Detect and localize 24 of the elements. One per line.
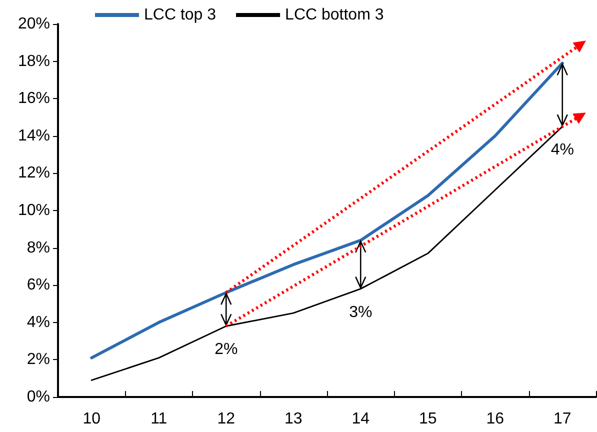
x-tick-label: 10 [82,410,101,428]
annotation: 3% [349,304,372,321]
x-tick-label: 11 [150,410,168,428]
x-tick-label: 14 [352,410,370,428]
y-tick-label: 2% [26,351,50,368]
y-tick-label: 12% [18,164,50,182]
y-tick-label: 14% [18,127,50,144]
legend-label: LCC top 3 [144,6,216,24]
x-tick-label: 13 [284,410,302,428]
x-tick-label: 15 [418,410,437,428]
x-tick-label: 16 [486,410,504,428]
x-tick-label: 12 [217,410,236,428]
y-tick-label: 18% [18,52,50,70]
y-tick-label: 8% [26,239,50,256]
annotation: 4% [550,142,574,159]
y-tick-label: 20% [18,16,50,32]
legend-label: LCC bottom 3 [285,6,384,24]
y-tick-label: 4% [26,314,50,331]
y-tick-label: 6% [26,276,50,294]
x-tick-label: 17 [553,410,572,428]
y-tick-label: 0% [26,388,50,406]
y-tick-label: 10% [18,202,50,219]
annotation: 2% [214,341,238,358]
y-tick-label: 16% [18,90,50,108]
